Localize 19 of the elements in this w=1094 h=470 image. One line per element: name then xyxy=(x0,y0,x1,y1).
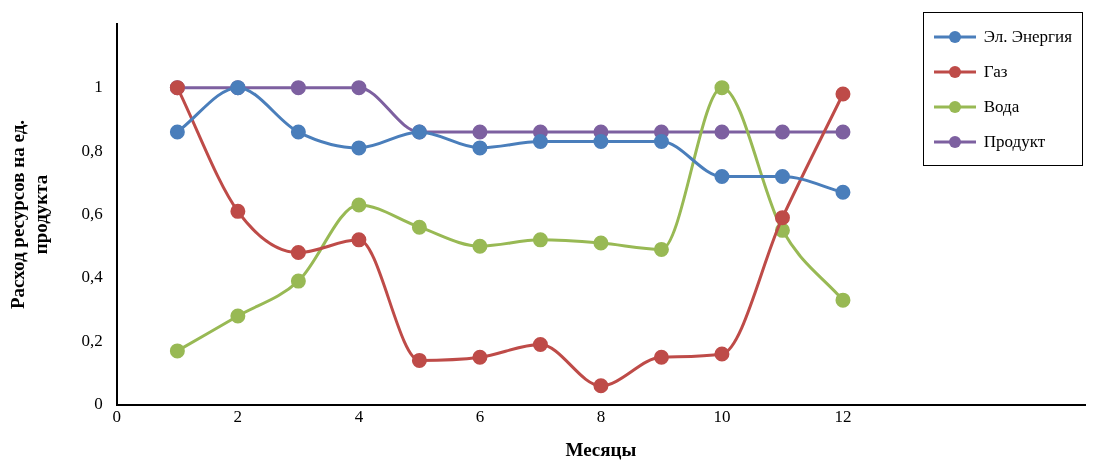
y-tick-label: 0,8 xyxy=(81,140,103,160)
x-tick-label: 2 xyxy=(233,407,243,427)
legend-label: Продукт xyxy=(983,131,1046,152)
x-axis-title: Месяцы xyxy=(565,438,637,460)
legend-label: Эл. Энергия xyxy=(983,26,1072,47)
x-tick-label: 0 xyxy=(112,407,122,427)
y-tick-label: 0 xyxy=(94,394,103,414)
x-tick-label: 4 xyxy=(354,407,364,427)
x-tick-label: 12 xyxy=(834,407,852,427)
legend-label: Вода xyxy=(983,96,1020,117)
y-tick-label: 0,6 xyxy=(81,203,103,223)
y-tick-label: 0,4 xyxy=(81,267,104,287)
x-tick-label: 8 xyxy=(596,407,606,427)
x-tick-label: 10 xyxy=(713,407,731,427)
y-tick-label: 0,2 xyxy=(81,330,103,350)
y-tick-label: 1 xyxy=(94,77,103,97)
y-axis-title: Расход ресурсов на ед. продукта xyxy=(7,119,52,310)
x-tick-label: 6 xyxy=(475,407,485,427)
legend-label: Газ xyxy=(983,61,1008,82)
